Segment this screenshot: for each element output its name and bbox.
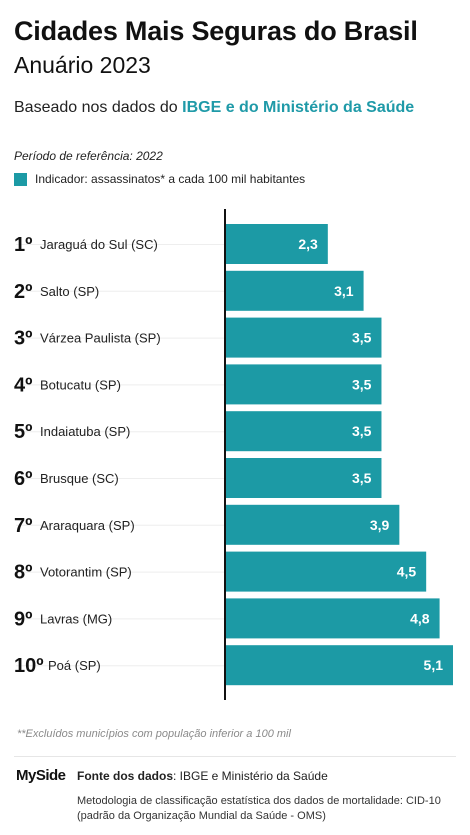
value-label: 3,5 — [352, 330, 372, 346]
bar — [225, 364, 382, 405]
data-source: Fonte dos dados: IBGE e Ministério da Sa… — [77, 769, 328, 783]
value-label: 3,1 — [334, 283, 354, 299]
legend-swatch — [14, 172, 27, 186]
city-label: Lavras (MG) — [40, 611, 112, 626]
footnote: **Excluídos municípios com população inf… — [17, 728, 291, 740]
methodology-text: Metodologia de classificação estatística… — [77, 795, 441, 822]
value-label: 4,8 — [410, 610, 430, 626]
reference-period: Período de referência: 2022 — [14, 149, 163, 163]
value-label: 3,5 — [352, 423, 372, 439]
value-label: 2,3 — [298, 236, 318, 252]
bar — [225, 504, 400, 545]
chart-subtitle: Anuário 2023 — [14, 52, 151, 78]
myside-logo: MySide — [16, 767, 66, 784]
rank-label: 9º — [14, 608, 32, 630]
city-label: Botucatu (SP) — [40, 377, 121, 392]
bar — [225, 551, 427, 592]
city-label: Brusque (SC) — [40, 471, 119, 486]
bar — [225, 270, 364, 311]
footer-divider — [14, 756, 456, 757]
city-label: Indaiatuba (SP) — [40, 424, 130, 439]
data-basis-highlight: IBGE e do Ministério da Saúde — [182, 99, 415, 116]
city-label: Araraquara (SP) — [40, 518, 135, 533]
value-label: 3,5 — [352, 376, 372, 392]
chart-title: Cidades Mais Seguras do Brasil — [14, 16, 418, 46]
city-label: Várzea Paulista (SP) — [40, 331, 161, 346]
rank-label: 4º — [14, 374, 32, 396]
bar — [225, 645, 453, 686]
legend: Indicador: assassinatos* a cada 100 mil … — [14, 172, 305, 186]
city-label: Jaraguá do Sul (SC) — [40, 237, 158, 252]
bar — [225, 598, 440, 639]
rank-label: 7º — [14, 515, 32, 537]
city-label: Poá (SP) — [48, 658, 101, 673]
rank-label: 8º — [14, 562, 32, 584]
bar — [225, 224, 328, 264]
rank-label: 1º — [14, 234, 32, 256]
rank-label: 6º — [14, 468, 32, 490]
value-label: 4,5 — [397, 564, 417, 580]
bar — [225, 411, 382, 452]
bar — [225, 317, 382, 358]
rank-label: 3º — [14, 328, 32, 350]
rank-label: 10º — [14, 655, 44, 677]
value-label: 5,1 — [424, 657, 444, 673]
city-label: Salto (SP) — [40, 284, 99, 299]
value-label: 3,9 — [370, 517, 390, 533]
bar-chart: 1º Jaraguá do Sul (SC) 2,3 2º Salto (SP) 3,1 3… — [14, 209, 453, 700]
value-label: 3,5 — [352, 470, 372, 486]
legend-label: Indicador: assassinatos* a cada 100 mil … — [35, 172, 306, 186]
data-source-label: Fonte dos dados — [77, 769, 173, 783]
bar — [225, 458, 382, 498]
data-source-value: : IBGE e Ministério da Saúde — [173, 769, 328, 783]
data-basis-text: Baseado nos dados do IBGE e do Ministéri… — [14, 99, 414, 117]
rank-label: 2º — [14, 281, 32, 303]
rank-label: 5º — [14, 421, 32, 443]
city-label: Votorantim (SP) — [40, 565, 132, 580]
data-basis-prefix: Baseado nos dados do — [14, 99, 183, 116]
